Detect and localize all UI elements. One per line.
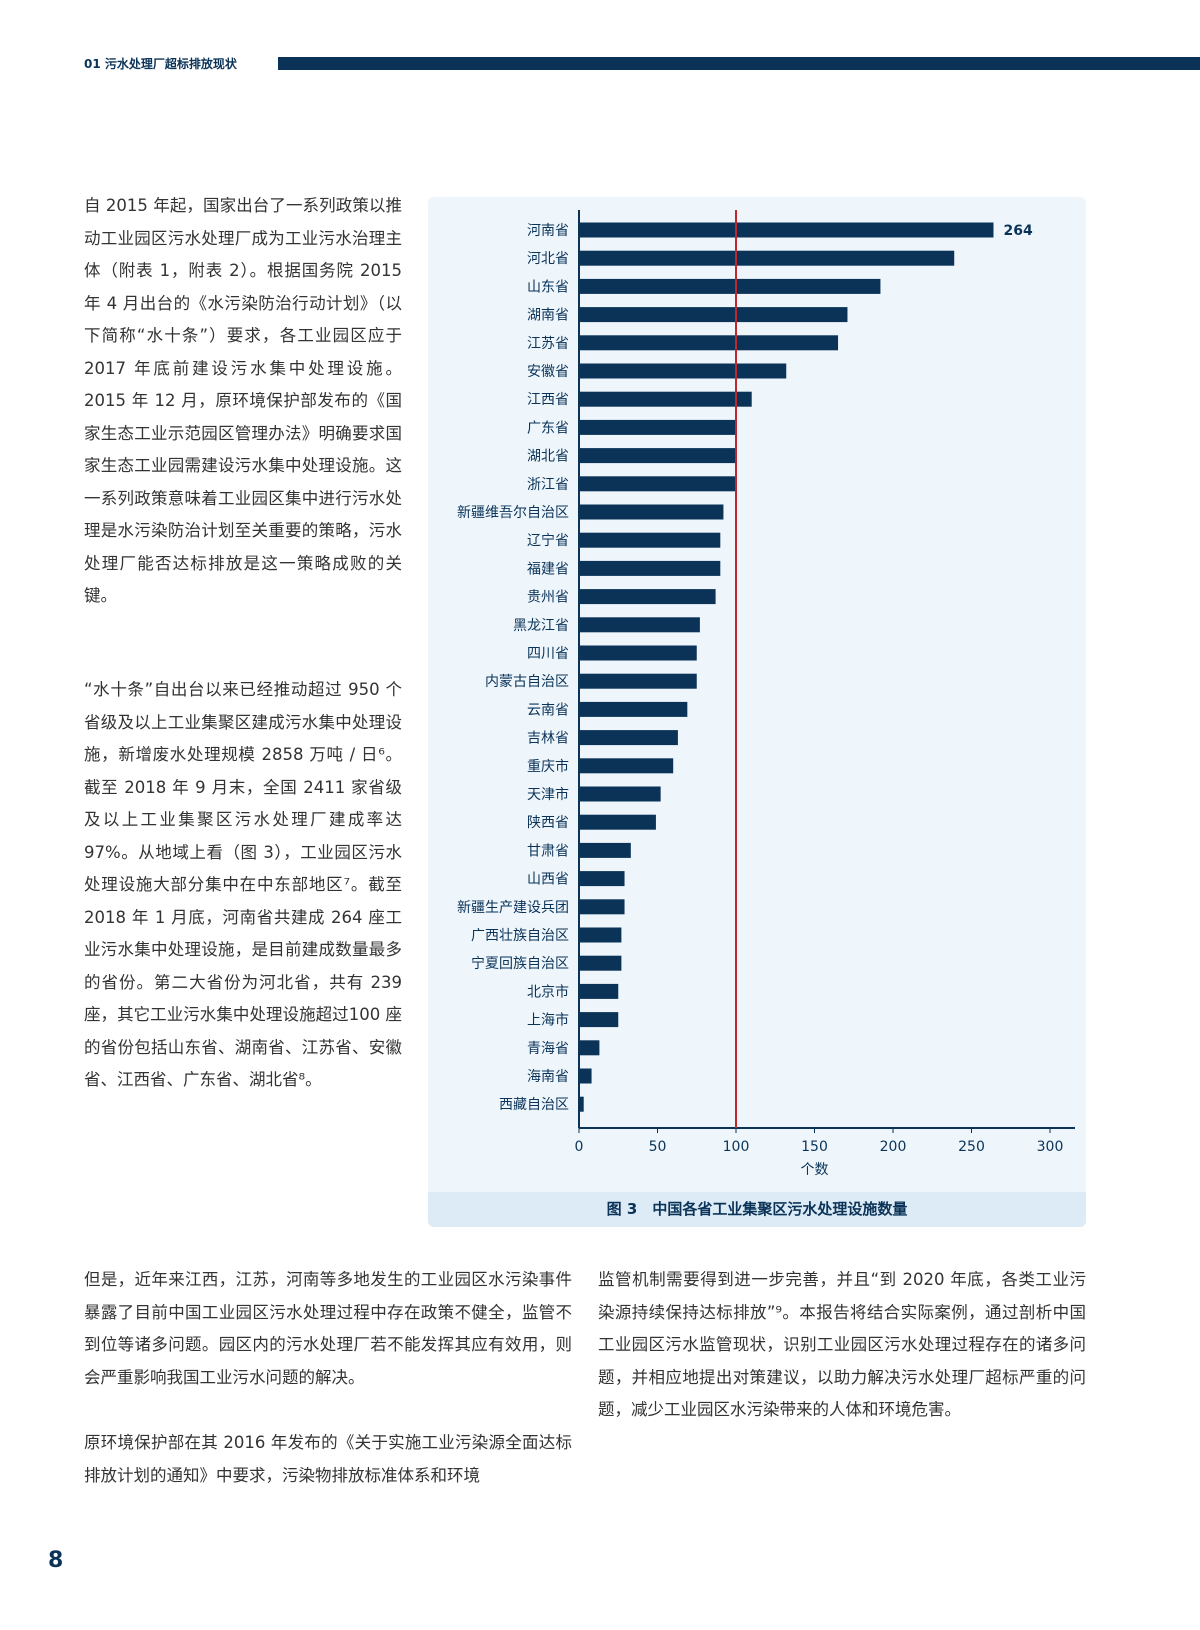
- category-label: 湖北省: [527, 449, 569, 465]
- category-label: 江西省: [527, 392, 569, 408]
- x-tick-label: 300: [1037, 1139, 1064, 1155]
- category-label: 河南省: [527, 223, 569, 239]
- bar: [579, 1096, 584, 1112]
- bar: [579, 222, 994, 238]
- category-label: 天津市: [527, 786, 569, 803]
- category-label: 海南省: [527, 1069, 569, 1085]
- category-label: 山西省: [527, 872, 569, 888]
- body-paragraph-5: 监管机制需要得到进一步完善，并且“到 2020 年底，各类工业污染源持续保持达标…: [598, 1270, 1086, 1419]
- bar: [579, 673, 697, 689]
- bar: [579, 645, 697, 661]
- x-tick-label: 250: [958, 1139, 985, 1155]
- category-label: 辽宁省: [527, 532, 569, 549]
- category-label: 新疆维吾尔自治区: [457, 505, 569, 521]
- category-label: 山东省: [527, 279, 569, 295]
- body-paragraph-4: 原环境保护部在其 2016 年发布的《关于实施工业污染源全面达标排放计划的通知》…: [84, 1433, 572, 1485]
- category-label: 福建省: [527, 561, 569, 577]
- bar: [579, 899, 625, 915]
- category-label: 江苏省: [527, 336, 569, 352]
- category-label: 贵州省: [527, 590, 569, 606]
- category-label: 内蒙古自治区: [485, 674, 569, 690]
- bar: [579, 335, 839, 351]
- category-label: 北京市: [527, 983, 569, 1000]
- bar: [579, 250, 955, 266]
- bar: [579, 504, 724, 520]
- category-label: 西藏自治区: [499, 1097, 569, 1113]
- bar: [579, 758, 674, 774]
- bar: [579, 927, 622, 943]
- bar: [579, 476, 736, 492]
- data-label: 264: [1003, 223, 1032, 239]
- bar: [579, 1012, 619, 1028]
- bar: [579, 532, 721, 548]
- bar: [579, 391, 752, 407]
- bar: [579, 814, 656, 830]
- bar-chart: 河南省 264 河北省山东省湖南省江苏省安徽省江西省广东省湖北省浙江省新疆维吾尔自治…: [457, 210, 1075, 1178]
- bar: [579, 1068, 592, 1084]
- category-label: 新疆生产建设兵团: [457, 900, 569, 916]
- bar: [579, 589, 716, 605]
- category-label: 宁夏回族自治区: [471, 955, 569, 972]
- category-label: 黑龙江省: [513, 618, 569, 634]
- body-paragraph-2: “水十条”自出台以来已经推动超过 950 个省级及以上工业集聚区建成污水集中处理…: [84, 680, 402, 1089]
- category-label: 陕西省: [527, 815, 569, 831]
- bar: [579, 307, 848, 323]
- category-label: 河北省: [527, 251, 569, 267]
- bar: [579, 842, 631, 858]
- x-tick-label: 200: [880, 1139, 907, 1155]
- category-label: 湖南省: [527, 308, 569, 324]
- category-label: 四川省: [527, 646, 569, 662]
- section-header: 01 污水处理厂超标排放现状: [84, 57, 237, 71]
- category-label: 重庆市: [527, 758, 569, 775]
- bar: [579, 617, 700, 633]
- header-bar: [278, 57, 1200, 70]
- x-axis-label: 个数: [801, 1162, 829, 1178]
- bar: [579, 419, 736, 435]
- category-label: 广西壮族自治区: [471, 928, 569, 944]
- x-tick-label: 50: [649, 1139, 667, 1155]
- bar: [579, 1040, 600, 1056]
- category-label: 云南省: [527, 702, 569, 718]
- category-label: 吉林省: [527, 731, 569, 747]
- chart-caption: 图 3 中国各省工业集聚区污水处理设施数量: [428, 1192, 1086, 1227]
- bar: [579, 560, 721, 576]
- x-tick-label: 0: [575, 1139, 584, 1155]
- x-tick-label: 100: [723, 1139, 750, 1155]
- bar: [579, 871, 625, 887]
- bar: [579, 363, 787, 379]
- category-label: 安徽省: [527, 364, 569, 380]
- category-label: 浙江省: [527, 477, 569, 493]
- category-label: 上海市: [527, 1012, 569, 1029]
- bar: [579, 278, 881, 294]
- bar: [579, 701, 688, 717]
- page-number: 8: [48, 1548, 64, 1573]
- body-paragraph-1: 自 2015 年起，国家出台了一系列政策以推动工业园区污水处理厂成为工业污水治理…: [84, 196, 402, 605]
- bar: [579, 448, 736, 464]
- bar: [579, 730, 678, 746]
- category-label: 广东省: [527, 420, 569, 436]
- body-paragraph-3: 但是，近年来江西，江苏，河南等多地发生的工业园区水污染事件暴露了目前中国工业园区…: [84, 1270, 572, 1387]
- bar: [579, 786, 661, 802]
- x-tick-label: 150: [801, 1139, 828, 1155]
- bar: [579, 983, 619, 999]
- category-label: 青海省: [527, 1041, 569, 1057]
- category-label: 甘肃省: [527, 843, 569, 859]
- bar: [579, 955, 622, 971]
